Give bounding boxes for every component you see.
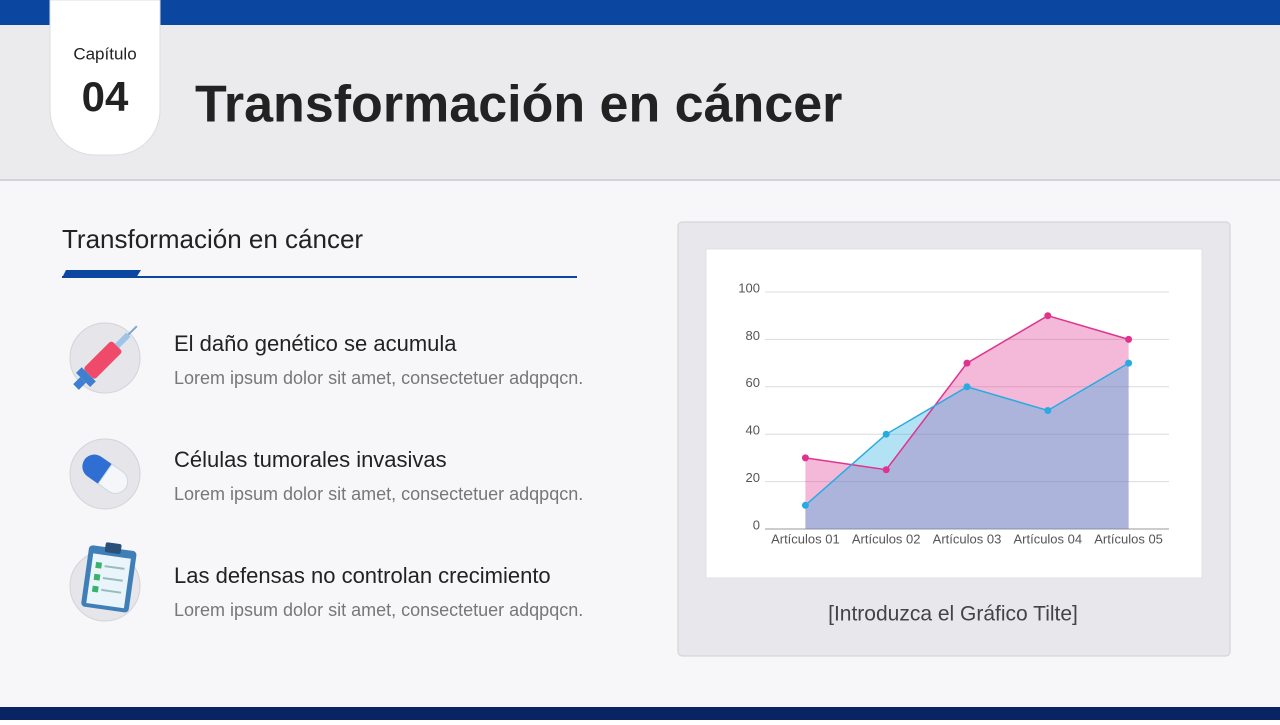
- y-tick-label: 60: [746, 375, 760, 390]
- chapter-label: Capítulo: [73, 44, 136, 63]
- header-band: [0, 25, 1280, 180]
- point: [1125, 359, 1133, 367]
- y-tick-label: 40: [746, 423, 760, 438]
- item-title: Células tumorales invasivas: [174, 447, 447, 472]
- item-title: Las defensas no controlan crecimiento: [174, 563, 551, 588]
- point: [882, 466, 890, 474]
- section-accent: [62, 270, 141, 278]
- x-tick-label: Artículos 03: [933, 531, 1002, 546]
- y-tick-label: 20: [746, 470, 760, 485]
- top-bar: [0, 0, 1280, 25]
- slide-title: Transformación en cáncer: [195, 76, 842, 134]
- area-fill: [805, 363, 1129, 529]
- icon-syringe: [69, 322, 141, 394]
- y-tick-label: 0: [753, 517, 760, 532]
- icon-pill: [69, 438, 141, 510]
- item-text: Lorem ipsum dolor sit amet, consectetuer…: [174, 368, 583, 388]
- x-tick-label: Artículos 04: [1013, 531, 1082, 546]
- point: [1044, 312, 1052, 320]
- point: [801, 501, 809, 509]
- x-tick-label: Artículos 05: [1094, 531, 1163, 546]
- point: [963, 383, 971, 391]
- icon-clipboard: [69, 542, 141, 622]
- chapter-number: 04: [82, 73, 129, 120]
- item-title: El daño genético se acumula: [174, 331, 457, 356]
- chapter-tab: [49, 0, 161, 156]
- chart-title: [Introduzca el Gráfico Tilte]: [828, 603, 1078, 626]
- point: [882, 430, 890, 438]
- chart-area: [705, 248, 1203, 579]
- bottom-bar: [0, 707, 1280, 720]
- point: [1125, 335, 1133, 343]
- y-tick-label: 80: [746, 328, 760, 343]
- item-text: Lorem ipsum dolor sit amet, consectetuer…: [174, 484, 583, 504]
- x-tick-label: Artículos 01: [771, 531, 840, 546]
- item-text: Lorem ipsum dolor sit amet, consectetuer…: [174, 600, 583, 620]
- y-tick-label: 100: [738, 280, 760, 295]
- point: [963, 359, 971, 367]
- point: [1044, 407, 1052, 414]
- section-title: Transformación en cáncer: [62, 224, 363, 254]
- point: [801, 454, 809, 462]
- area-fill: [805, 315, 1129, 529]
- x-tick-label: Artículos 02: [852, 531, 921, 546]
